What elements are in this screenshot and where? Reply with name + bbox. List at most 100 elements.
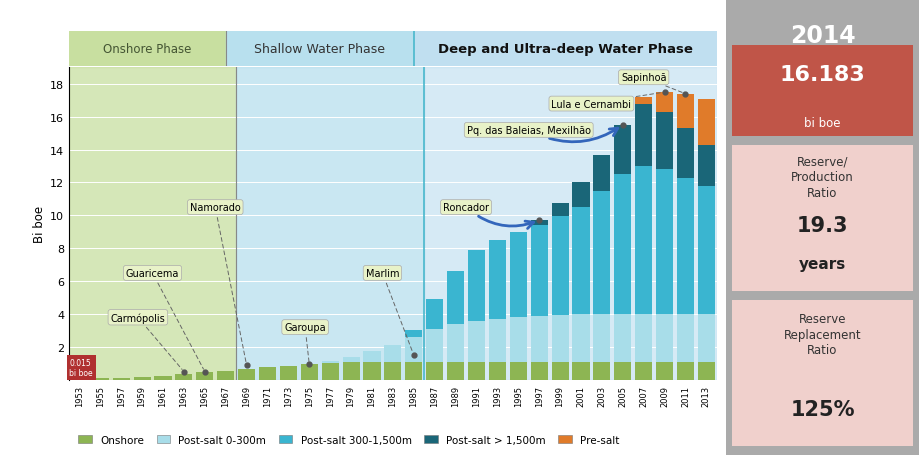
Bar [677,178,694,314]
Text: Sapinhoã: Sapinhoã [621,73,683,93]
Text: Shallow Water Phase: Shallow Water Phase [255,43,385,56]
Bar [468,321,485,362]
Text: Lula e Cernambi: Lula e Cernambi [551,93,662,109]
Text: Deep and Ultra-deep Water Phase: Deep and Ultra-deep Water Phase [437,43,693,56]
Bar [573,183,590,207]
Text: Ratio: Ratio [807,343,838,356]
Bar [635,362,652,380]
FancyBboxPatch shape [732,300,913,446]
Bar [425,68,717,380]
Text: Roncador: Roncador [443,202,534,229]
Bar [656,314,673,362]
Bar [447,324,464,362]
Bar [594,314,610,362]
Bar [113,378,130,380]
Bar [69,32,226,67]
Bar [551,203,569,217]
Bar [573,314,590,362]
Bar [551,362,569,380]
Bar [510,233,527,318]
Text: years: years [799,257,846,271]
Bar [635,104,652,167]
Bar [698,362,715,380]
Bar [510,362,527,380]
Text: Namorado: Namorado [190,202,246,363]
Bar [426,362,443,380]
Bar [238,369,255,380]
Bar [363,362,380,380]
Bar [414,32,717,67]
Text: 2014: 2014 [789,25,856,48]
Bar [489,241,506,319]
Bar [614,314,631,362]
Bar [447,272,464,324]
Bar [363,352,380,362]
Bar [489,319,506,362]
Bar [384,362,402,380]
Bar [447,362,464,380]
Text: 16.183: 16.183 [779,65,866,85]
Bar [635,167,652,314]
Text: 19.3: 19.3 [797,215,848,235]
Bar [614,126,631,175]
FancyBboxPatch shape [732,46,913,136]
Bar [656,170,673,314]
Bar [384,345,402,362]
Bar [656,93,673,112]
Bar [594,155,610,191]
Bar [322,361,339,364]
Bar [530,226,548,316]
Bar [343,363,359,380]
Bar [614,175,631,314]
Bar [322,364,339,380]
Bar [656,362,673,380]
Bar [468,362,485,380]
Text: 125%: 125% [790,399,855,420]
Bar [92,379,108,380]
Bar [594,191,610,314]
Text: Pq. das Baleias, Mexilhão: Pq. das Baleias, Mexilhão [467,126,618,142]
Bar [551,315,569,362]
Bar [677,362,694,380]
Bar [196,373,213,380]
Bar [551,217,569,315]
Text: Onshore Phase: Onshore Phase [103,43,191,56]
Bar [217,371,234,380]
Bar [426,299,443,329]
Bar [489,362,506,380]
Bar [343,357,359,363]
Bar [635,98,652,104]
Text: bi boe: bi boe [804,116,841,129]
Text: 0.015
bi boe: 0.015 bi boe [69,358,93,378]
Bar [405,331,423,337]
Bar [176,374,192,380]
Text: Reserve/: Reserve/ [797,155,848,168]
Bar [677,129,694,178]
Text: Production: Production [791,171,854,184]
Text: Reserve: Reserve [799,312,846,325]
Text: Replacement: Replacement [784,328,861,341]
Bar [614,362,631,380]
Bar [635,314,652,362]
Bar [226,32,414,67]
FancyBboxPatch shape [732,146,913,291]
Bar [677,95,694,129]
Y-axis label: Bi boe: Bi boe [33,206,46,243]
Bar [594,362,610,380]
Bar [698,99,715,145]
Bar [405,362,423,380]
Bar [133,377,151,380]
Text: Carmópolis: Carmópolis [110,312,182,369]
Bar [656,112,673,170]
Bar [154,376,172,380]
Bar [405,337,423,362]
Bar [573,362,590,380]
Legend: Onshore, Post-salt 0-300m, Post-salt 300-1,500m, Post-salt > 1,500m, Pre-salt: Onshore, Post-salt 0-300m, Post-salt 300… [74,430,624,449]
Bar [301,364,318,380]
Bar [530,316,548,362]
Text: Ratio: Ratio [807,187,838,199]
Bar [468,250,485,321]
Bar [677,314,694,362]
Bar [279,366,297,380]
FancyBboxPatch shape [726,0,919,455]
